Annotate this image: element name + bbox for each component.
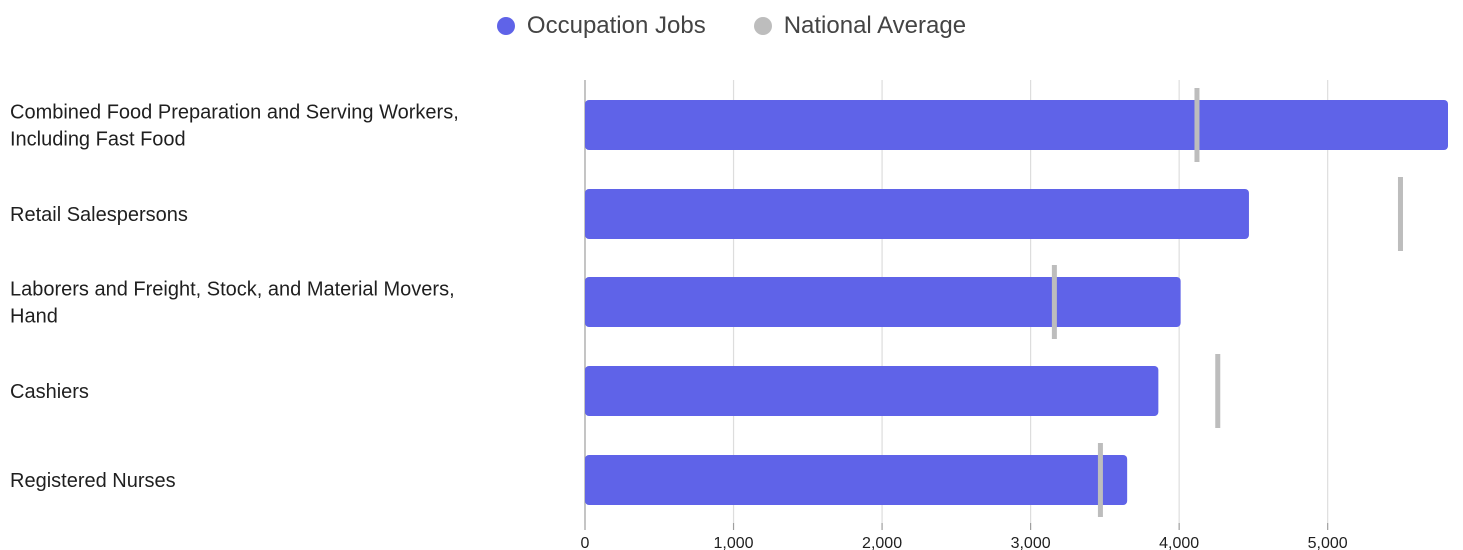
x-tick-label: 5,000 <box>1308 535 1348 550</box>
category-labels: Combined Food Preparation and Serving Wo… <box>10 102 459 493</box>
category-label: Registered Nurses <box>10 470 176 492</box>
x-tick-label: 4,000 <box>1159 535 1199 550</box>
national-average-marker[interactable] <box>1194 88 1200 162</box>
legend-label-occupation-jobs: Occupation Jobs <box>526 12 706 39</box>
x-tick-label: 3,000 <box>1011 535 1051 550</box>
bar-occupation-jobs[interactable] <box>585 189 1249 239</box>
national-average-marker[interactable] <box>1051 265 1057 339</box>
national-average-marker[interactable] <box>1215 354 1221 428</box>
legend-label-national-average: National Average <box>783 12 967 39</box>
x-axis-ticks: 0 1,000 2,000 3,000 4,000 5,000 <box>581 523 1348 550</box>
category-label: Combined Food Preparation and Serving Wo… <box>10 102 459 151</box>
legend-swatch-occupation-jobs <box>496 17 515 35</box>
x-tick-label: 1,000 <box>714 535 754 550</box>
legend: Occupation Jobs National Average <box>0 8 1463 44</box>
legend-item-national-average[interactable]: National Average <box>753 12 967 40</box>
national-average-marker[interactable] <box>1397 177 1403 251</box>
category-label: Retail Salespersons <box>10 204 188 226</box>
category-label: Laborers and Freight, Stock, and Materia… <box>10 279 455 328</box>
national-average-marker[interactable] <box>1097 443 1103 517</box>
bars <box>585 100 1448 505</box>
average-markers <box>1051 88 1403 517</box>
legend-item-occupation-jobs[interactable]: Occupation Jobs <box>496 12 706 40</box>
bar-occupation-jobs[interactable] <box>585 100 1448 150</box>
x-tick-label: 0 <box>581 535 590 550</box>
legend-swatch-national-average <box>753 17 772 35</box>
x-tick-label: 2,000 <box>862 535 902 550</box>
bar-occupation-jobs[interactable] <box>585 277 1181 327</box>
bar-occupation-jobs[interactable] <box>585 366 1159 416</box>
category-label: Cashiers <box>10 381 89 403</box>
bar-occupation-jobs[interactable] <box>585 455 1128 505</box>
